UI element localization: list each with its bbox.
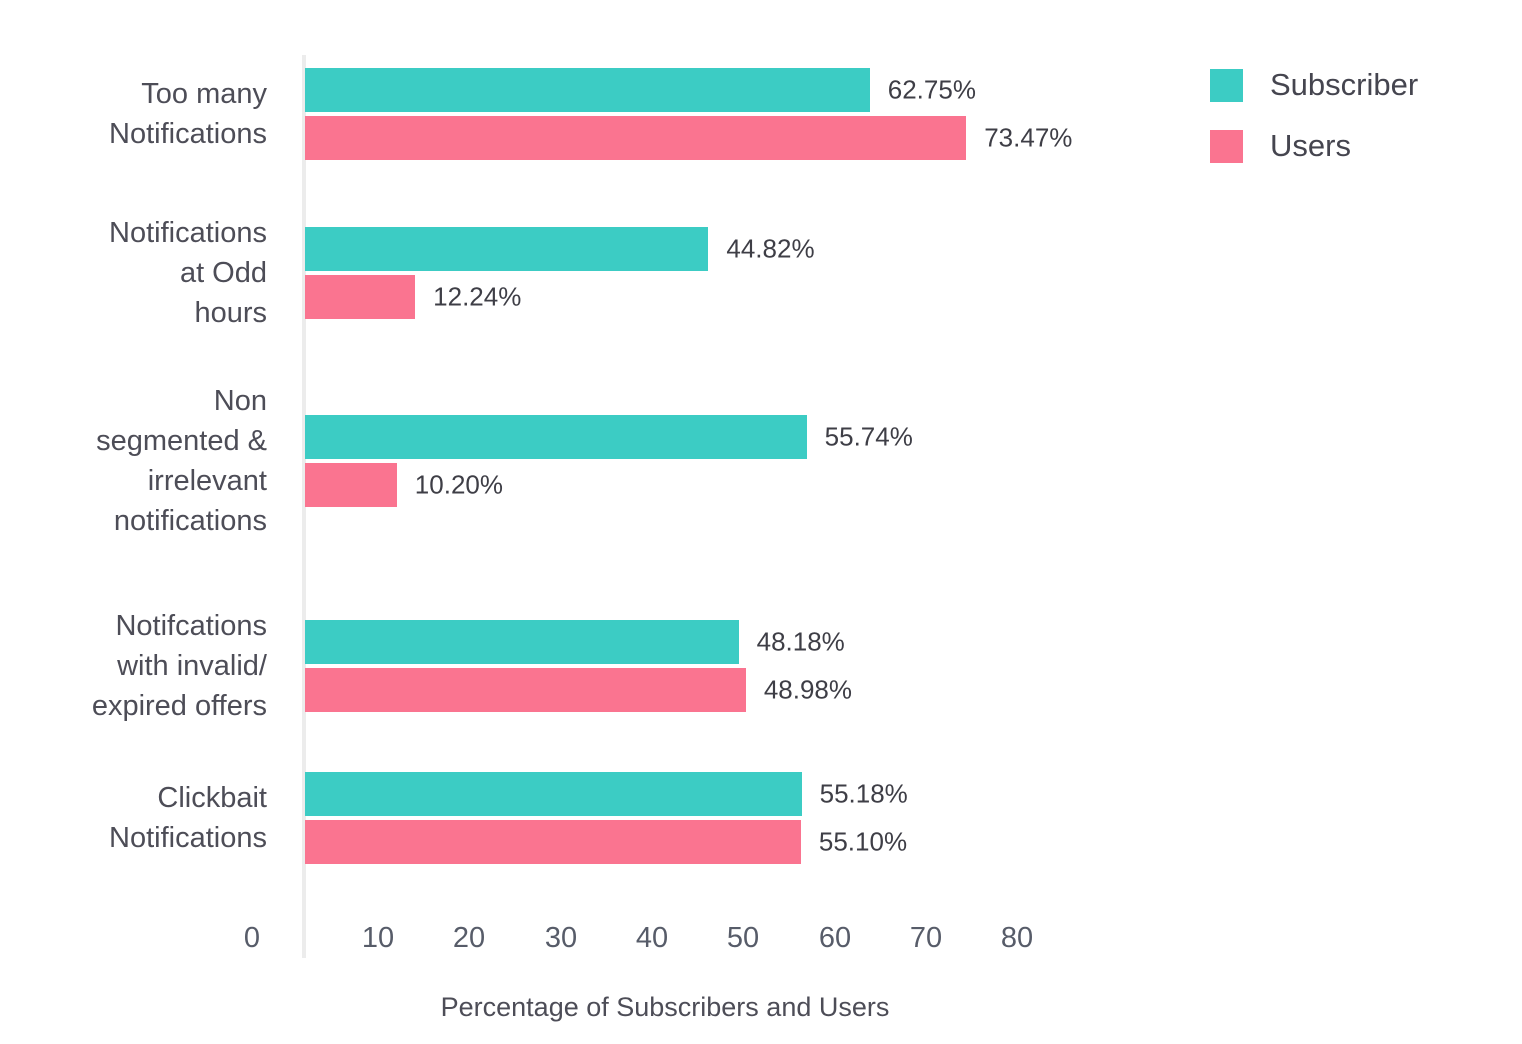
- value-label-subscriber-4: 55.18%: [819, 778, 908, 809]
- x-tick-60: 60: [818, 922, 852, 954]
- x-tick-10: 10: [361, 922, 395, 954]
- bar-subscriber-0: [305, 68, 870, 112]
- value-label-users-3: 48.98%: [763, 674, 852, 705]
- value-label-subscriber-2: 55.74%: [824, 421, 913, 452]
- subscriber-swatch-icon: [1210, 68, 1243, 102]
- bar-subscriber-3: [305, 620, 739, 664]
- category-label-3: Notifcations with invalid/ expired offer…: [91, 610, 267, 722]
- users-swatch-icon: [1210, 129, 1243, 163]
- bar-users-4: [305, 820, 801, 864]
- y-axis-line: [302, 55, 306, 958]
- legend-item-subscriber: Subscriber: [1210, 67, 1419, 102]
- x-tick-80: 80: [1000, 922, 1034, 954]
- legend-label-users: Users: [1270, 128, 1351, 163]
- bar-subscriber-1: [305, 227, 709, 271]
- category-label-1: Notifications at Odd hours: [109, 217, 267, 329]
- bar-users-2: [305, 463, 397, 507]
- value-label-subscriber-3: 48.18%: [756, 626, 845, 657]
- bar-subscriber-4: [305, 772, 802, 816]
- legend-item-users: Users: [1210, 128, 1418, 163]
- value-label-users-2: 10.20%: [414, 469, 503, 500]
- bar-users-1: [305, 275, 416, 319]
- value-label-users-1: 12.24%: [433, 281, 522, 312]
- x-tick-30: 30: [544, 922, 578, 954]
- category-label-0: Too many Notifications: [109, 78, 267, 150]
- category-label-2: Non segmented & irrelevant notifications: [96, 385, 267, 537]
- x-tick-70: 70: [909, 922, 943, 954]
- bar-subscriber-2: [305, 415, 807, 459]
- x-tick-40: 40: [635, 922, 669, 954]
- value-label-users-4: 55.10%: [818, 826, 908, 857]
- legend: Subscriber Users: [1210, 67, 1419, 190]
- bar-users-0: [305, 116, 967, 160]
- value-label-users-0: 73.47%: [984, 122, 1073, 153]
- x-tick-50: 50: [726, 922, 760, 954]
- legend-label-subscriber: Subscriber: [1270, 67, 1419, 102]
- x-tick-20: 20: [452, 922, 486, 954]
- value-label-subscriber-0: 62.75%: [887, 74, 976, 105]
- value-label-subscriber-1: 44.82%: [726, 233, 815, 264]
- x-tick-0: 0: [243, 922, 261, 954]
- x-axis-title: Percentage of Subscribers and Users: [440, 992, 890, 1022]
- bar-users-3: [305, 668, 746, 712]
- category-label-4: Clickbait Notifications: [109, 782, 267, 854]
